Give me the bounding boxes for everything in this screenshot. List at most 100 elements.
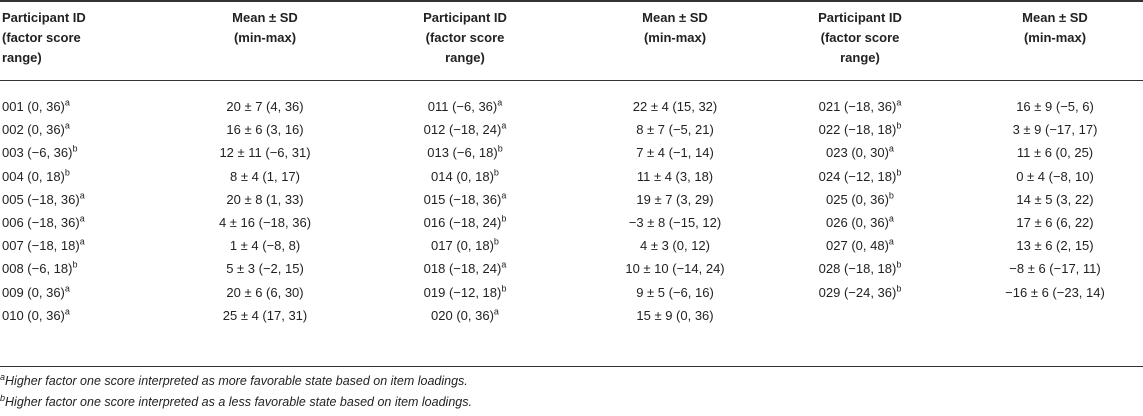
participant-id-cell: 010 (0, 36)a [2,304,172,327]
footnote-marker: b [896,167,902,178]
mean-sd-cell: −16 ± 6 (−23, 14) [1005,284,1105,300]
participant-id-cell: 026 (0, 36)a [775,211,945,234]
participant-id-text: 028 (−18, 18) [818,261,897,277]
mean-sd-cell: 20 ± 7 (4, 36) [226,99,304,114]
participant-id-text: 021 (−18, 36) [818,99,897,114]
footnote-marker: a [79,236,85,247]
participant-id-text: 009 (0, 36) [2,284,65,300]
participant-id-cell: 028 (−18, 18)b [775,257,945,280]
participant-id-cell: 029 (−24, 36)b [775,281,945,304]
footnote-marker: a [79,213,85,224]
participant-id-cell: 023 (0, 30)a [775,141,945,164]
participant-id-cell: 002 (0, 36)a [2,118,172,141]
participant-id-text: 003 (−6, 36) [2,145,73,161]
mean-sd-cell: −8 ± 6 (−17, 11) [1009,261,1101,277]
table-row: 004 (0, 18)b 8 ± 4 (1, 17) 014 (0, 18)b 11 … [0,165,1143,188]
participant-id-text: 004 (0, 18) [2,168,65,184]
participant-id-cell: 001 (0, 36)a [2,95,172,118]
mean-sd-cell: 16 ± 9 (−5, 6) [1016,99,1094,114]
participant-id-text: 017 (0, 18) [431,238,494,254]
participant-id-cell: 003 (−6, 36)b [2,141,172,164]
participant-id-cell: 009 (0, 36)a [2,281,172,304]
footnote-mark-b: b [0,392,6,403]
mean-sd-cell: 8 ± 4 (1, 17) [229,168,300,184]
participant-id-text: 027 (0, 48) [826,238,889,254]
participant-id-cell: 021 (−18, 36)a [775,95,945,118]
mean-sd-cell: 11 ± 4 (3, 18) [636,168,714,184]
participant-id-text: 029 (−24, 36) [818,284,897,300]
mean-sd-cell: 16 ± 6 (3, 16) [226,122,304,138]
mean-sd-cell: 11 ± 6 (0, 25) [1016,145,1094,161]
participant-id-cell: 012 (−18, 24)a [380,118,550,141]
mean-sd-cell: 12 ± 11 (−6, 31) [219,145,311,161]
participant-id-text: 012 (−18, 24) [423,122,502,138]
participant-id-cell: 016 (−18, 24)b [380,211,550,234]
header-mean-sd-1: Mean ± SD (min-max) [232,10,298,45]
mean-sd-cell: 8 ± 7 (−5, 21) [636,122,714,138]
participant-id-cell: 013 (−6, 18)b [380,141,550,164]
table-row: 010 (0, 36)a 25 ± 4 (17, 31) 020 (0, 36)a 1… [0,304,1143,327]
participant-id-text: 008 (−6, 18) [2,261,73,277]
participant-id-text: 022 (−18, 18) [818,122,897,138]
footnote-marker: a [501,190,507,201]
footnote-marker: b [501,213,507,224]
participant-id-text: 011 (−6, 36) [427,99,498,114]
participant-id-text: 014 (0, 18) [431,168,494,184]
participant-id-text: 001 (0, 36) [2,99,65,114]
participant-id-text: 019 (−12, 18) [423,284,502,300]
mean-sd-cell: 3 ± 9 (−17, 17) [1012,122,1098,138]
participant-id-cell: 019 (−12, 18)b [380,281,550,304]
mean-sd-cell: 17 ± 6 (6, 22) [1016,215,1094,230]
participant-id-cell: 007 (−18, 18)a [2,234,172,257]
footnote-marker: a [896,97,902,108]
mean-sd-cell: 10 ± 10 (−14, 24) [625,261,725,277]
footnote-marker: a [79,190,85,201]
footnote-marker: a [888,236,894,247]
mean-sd-cell: 9 ± 5 (−6, 16) [636,284,714,300]
footnote-b: bHigher factor one score interpreted as … [0,392,472,409]
footnote-marker: a [888,144,894,155]
participant-id-cell: 004 (0, 18)b [2,165,172,188]
footnote-marker: a [497,97,503,108]
footnote-marker: b [493,236,499,247]
footnote-marker: b [493,167,499,178]
mean-sd-cell: 14 ± 5 (3, 22) [1016,191,1094,207]
table-row: 002 (0, 36)a 16 ± 6 (3, 16) 012 (−18, 24)a… [0,118,1143,141]
table-row: 006 (−18, 36)a 4 ± 16 (−18, 36) 016 (−18, … [0,211,1143,234]
participant-id-text: 013 (−6, 18) [427,145,498,161]
footnote-marker: b [497,144,503,155]
table-row: 009 (0, 36)a 20 ± 6 (6, 30) 019 (−12, 18)b… [0,281,1143,304]
participant-id-cell: 014 (0, 18)b [380,165,550,188]
header-mean-sd-2: Mean ± SD (min-max) [642,10,708,45]
footnote-text-b: Higher factor one score interpreted as a… [5,395,472,409]
table-top-rule [0,0,1143,2]
mean-sd-cell: 7 ± 4 (−1, 14) [636,145,714,161]
footnote-marker: b [896,260,902,271]
mean-sd-cell: 20 ± 8 (1, 33) [226,191,304,207]
participant-id-cell: 011 (−6, 36)a [380,95,550,118]
participant-id-cell: 024 (−12, 18)b [775,165,945,188]
participant-id-text: 025 (0, 36) [826,191,889,207]
participant-id-text: 024 (−12, 18) [818,168,897,184]
mean-sd-cell: 4 ± 16 (−18, 36) [218,215,312,230]
footnote-marker: b [64,167,70,178]
table-row: 005 (−18, 36)a 20 ± 8 (1, 33) 015 (−18, 36… [0,188,1143,211]
mean-sd-cell: 4 ± 3 (0, 12) [639,238,710,254]
mean-sd-cell: 25 ± 4 (17, 31) [222,307,308,323]
footnote-marker: b [896,283,902,294]
mean-sd-cell: 15 ± 9 (0, 36) [636,307,714,323]
footnote-marker: b [896,120,902,131]
footnote-marker: a [64,97,70,108]
participant-id-text: 006 (−18, 36) [2,215,80,230]
footnote-marker: a [501,260,507,271]
participant-id-text: 026 (0, 36) [826,215,889,230]
mean-sd-cell: 19 ± 7 (3, 29) [636,191,714,207]
participant-id-text: 005 (−18, 36) [2,191,80,207]
participant-id-text: 010 (0, 36) [2,307,65,323]
header-participant-id-1: Participant ID (factor score range) [2,10,86,65]
footnote-marker: b [888,190,894,201]
footnote-text-a: Higher factor one score interpreted as m… [5,374,468,388]
table-row: 008 (−6, 18)b 5 ± 3 (−2, 15) 018 (−18, 24)… [0,257,1143,280]
header-participant-id-3: Participant ID (factor score range) [818,10,902,65]
participant-id-cell: 025 (0, 36)b [775,188,945,211]
